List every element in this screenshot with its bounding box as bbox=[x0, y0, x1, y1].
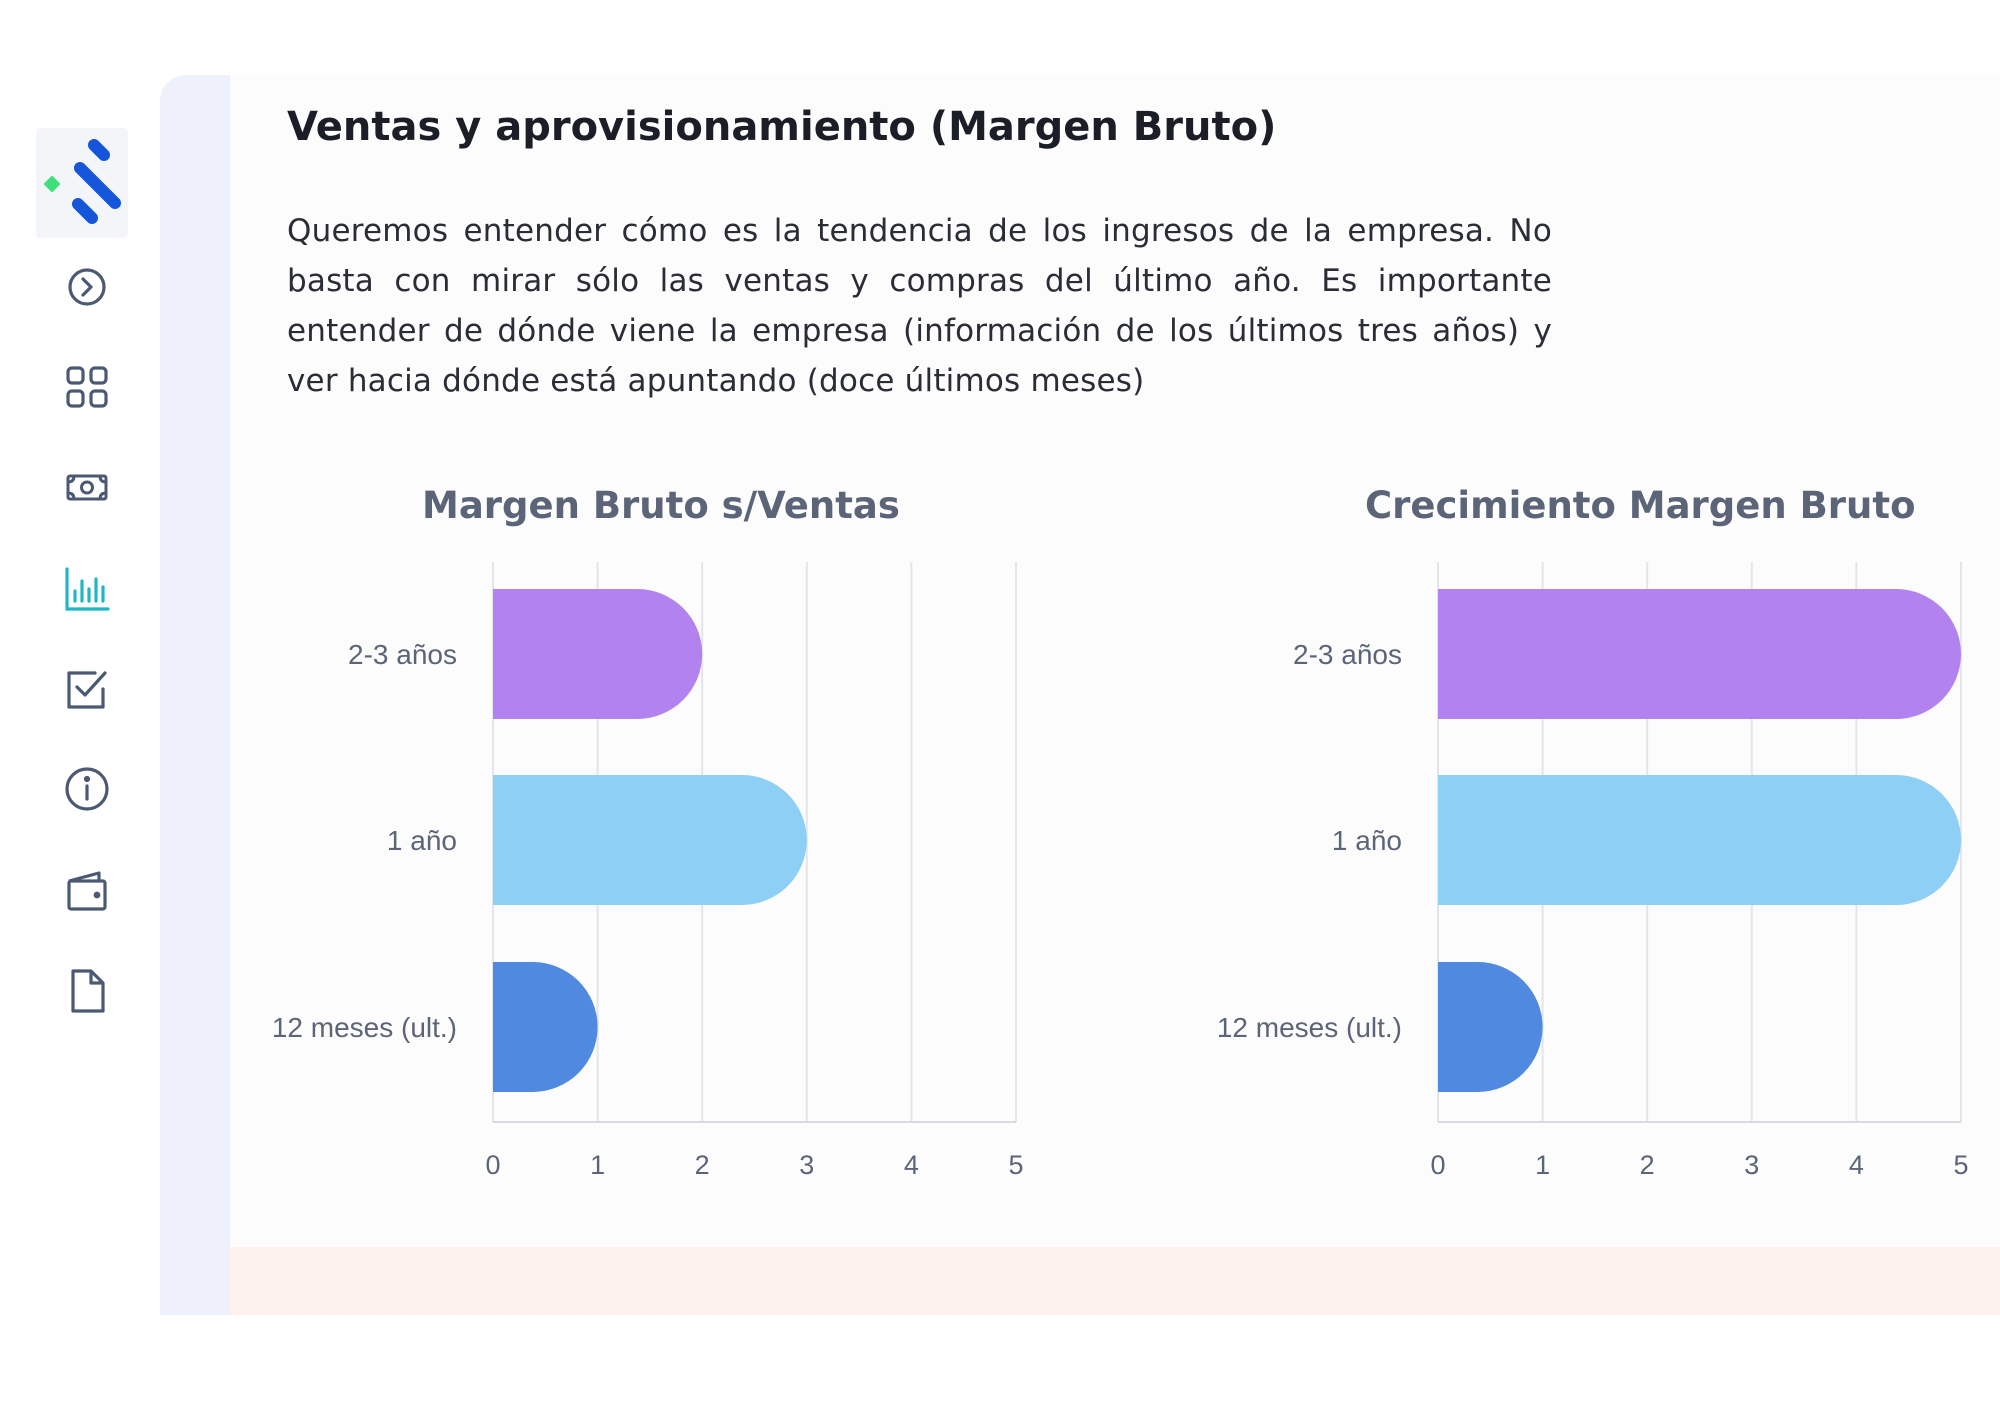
chart-plot: 2-3 años 1 año 12 meses (ult.) 0 1 2 3 4 5 bbox=[272, 562, 1024, 1180]
tick-label: 2 bbox=[695, 1150, 710, 1180]
category-label: 12 meses (ult.) bbox=[272, 1012, 457, 1043]
checkbox-icon[interactable] bbox=[58, 660, 116, 718]
chevron-right-circle-icon[interactable] bbox=[58, 258, 116, 316]
sidebar-divider bbox=[160, 75, 230, 1315]
category-label: 1 año bbox=[1332, 825, 1402, 856]
grid-icon[interactable] bbox=[58, 358, 116, 416]
tick-label: 2 bbox=[1640, 1150, 1655, 1180]
bar bbox=[1438, 962, 1543, 1092]
tick-label: 3 bbox=[1744, 1150, 1759, 1180]
sidebar bbox=[0, 0, 160, 1414]
wallet-icon[interactable] bbox=[58, 862, 116, 920]
tick-label: 0 bbox=[485, 1150, 500, 1180]
bar-chart-icon[interactable] bbox=[58, 560, 116, 618]
page-title: Ventas y aprovisionamiento (Margen Bruto… bbox=[287, 104, 1277, 150]
chart-title: Crecimiento Margen Bruto bbox=[1365, 484, 1916, 527]
chart-title: Margen Bruto s/Ventas bbox=[422, 484, 900, 527]
bottom-section bbox=[230, 1247, 2000, 1315]
bar bbox=[1438, 775, 1961, 905]
tick-label: 4 bbox=[904, 1150, 919, 1180]
tick-label: 0 bbox=[1430, 1150, 1445, 1180]
app-logo[interactable] bbox=[36, 128, 128, 238]
tick-label: 4 bbox=[1849, 1150, 1864, 1180]
bar bbox=[493, 589, 703, 719]
category-label: 2-3 años bbox=[348, 639, 457, 670]
chart-margen-bruto: Margen Bruto s/Ventas 2-3 años 1 año 12 me… bbox=[240, 470, 1040, 1210]
bar bbox=[493, 775, 807, 905]
bar bbox=[1438, 589, 1961, 719]
cash-icon[interactable] bbox=[58, 458, 116, 516]
category-label: 1 año bbox=[387, 825, 457, 856]
tick-label: 5 bbox=[1953, 1150, 1968, 1180]
bar bbox=[493, 962, 598, 1092]
tick-label: 5 bbox=[1008, 1150, 1023, 1180]
document-icon[interactable] bbox=[58, 962, 116, 1020]
page-description: Queremos entender cómo es la tendencia d… bbox=[287, 213, 1552, 399]
info-icon[interactable] bbox=[58, 760, 116, 818]
category-label: 12 meses (ult.) bbox=[1217, 1012, 1402, 1043]
category-label: 2-3 años bbox=[1293, 639, 1402, 670]
chart-crecimiento-margen: Crecimiento Margen Bruto 2-3 años 1 año 12… bbox=[1185, 470, 1985, 1210]
tick-label: 1 bbox=[1535, 1150, 1550, 1180]
tick-label: 3 bbox=[799, 1150, 814, 1180]
tick-label: 1 bbox=[590, 1150, 605, 1180]
chart-plot: 2-3 años 1 año 12 meses (ult.) 0 1 2 3 4 5 bbox=[1217, 562, 1969, 1180]
